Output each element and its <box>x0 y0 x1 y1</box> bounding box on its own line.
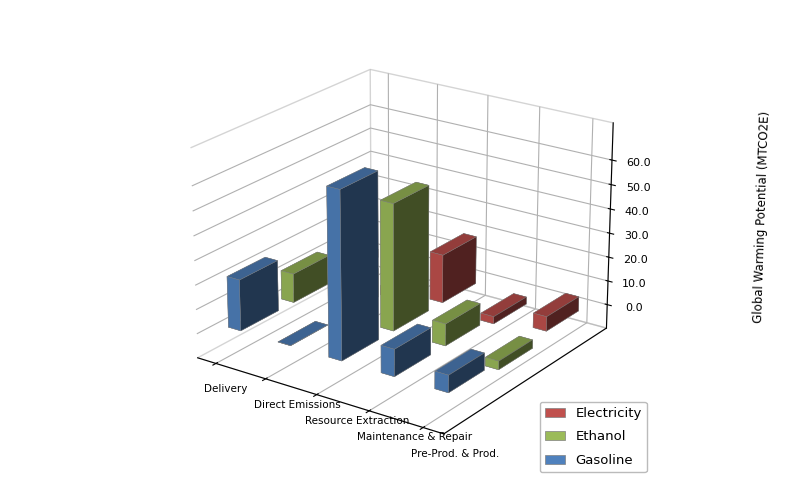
Legend: Electricity, Ethanol, Gasoline: Electricity, Ethanol, Gasoline <box>540 402 647 472</box>
